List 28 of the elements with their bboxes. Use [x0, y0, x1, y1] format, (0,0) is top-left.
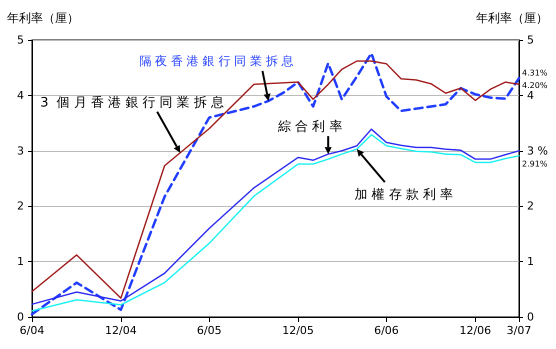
x-tick-label: 12/05: [282, 324, 314, 337]
y2-tick-label: 3 %: [527, 144, 548, 158]
series-label: 隔 夜 香 港 銀 行 同 業 拆 息: [139, 54, 294, 68]
x-tick-label: 6/06: [374, 324, 399, 337]
y2-tick-label: 1: [527, 255, 534, 268]
text: 加 權 存 款 利 率: [354, 186, 454, 203]
y2-tick-label: 2: [527, 200, 534, 213]
x-tick-label: 3/07: [506, 324, 532, 337]
y-tick-label: 3: [17, 144, 24, 158]
series-label: 3 個 月 香 港 銀 行 同 業 拆 息: [40, 95, 224, 110]
y-axis-title: 年利率（厘）: [7, 11, 79, 25]
y2-tick-label: 5: [527, 34, 534, 46]
y-tick-label: 1: [17, 255, 24, 268]
y2-axis-title: 年利率（厘）: [476, 11, 548, 25]
series-label: 綜 合 利 率: [276, 118, 342, 135]
x-tick-label: 6/04: [20, 324, 44, 337]
y2-tick-label: 4: [527, 88, 534, 102]
annotation: 2.91%: [522, 159, 548, 168]
y-tick-label: 0: [17, 310, 24, 324]
y-tick-label: 5: [17, 34, 24, 46]
annotation: 4.31%: [522, 68, 548, 78]
x-tick-label: 6/05: [196, 324, 222, 337]
y2-tick-label: 0: [527, 310, 534, 324]
x-tick-label: 12/06: [459, 324, 492, 337]
y-tick-label: 4: [17, 88, 24, 102]
y-tick-label: 2: [17, 200, 24, 213]
annotation: 4.20%: [522, 80, 548, 90]
x-tick-label: 12/04: [105, 324, 137, 337]
